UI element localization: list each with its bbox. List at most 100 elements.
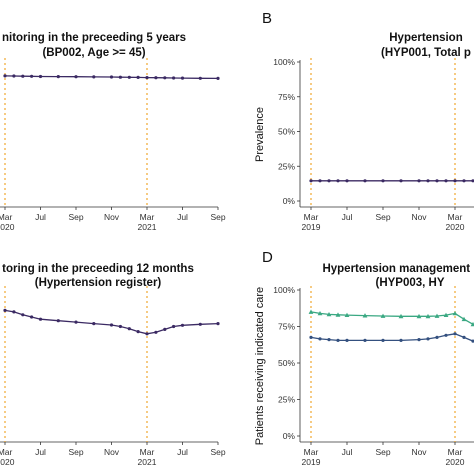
data-point [172,76,176,80]
x-tick-label: Nov [104,447,120,457]
data-point [444,179,448,183]
data-point [318,179,322,183]
data-point [12,310,16,314]
x-tick-label: Nov [104,212,120,222]
x-tick-label: Mar 2019 [302,447,321,467]
data-point [363,338,367,342]
data-point [326,311,332,317]
data-point [92,75,96,79]
y-axis-title: Patients receiving indicated care [254,287,266,445]
x-tick-label: Sep [375,447,390,457]
data-point [309,179,313,183]
data-point [309,335,313,339]
data-point [344,312,350,318]
x-tick-label: Jul [342,212,353,222]
data-point [56,319,60,323]
data-point [109,75,114,79]
data-point [154,76,158,80]
data-point [425,313,431,319]
panel-title-line-2: (HYP003, HY [375,277,444,289]
data-point [426,337,430,341]
data-point [3,74,7,78]
data-point [461,316,467,322]
panel-4: D Hypertension management in th (HYP003, H… [254,249,474,467]
series-line-1 [4,309,219,335]
data-point [145,76,149,80]
y-tick-label: 50% [278,358,295,368]
data-point [118,324,122,329]
x-tick-label: Jul [342,447,353,457]
data-point [136,330,140,334]
data-point [399,338,403,342]
series-line-2 [310,333,474,342]
data-point [471,179,474,183]
data-point [127,327,131,331]
data-point [30,315,34,319]
panel-letter: B [262,10,272,27]
data-point [363,179,367,183]
data-point [453,332,457,336]
data-point [345,338,349,342]
data-point [426,179,430,183]
x-tick-label: Sep [210,212,225,222]
y-tick-label: 0% [283,431,296,441]
data-point [362,313,368,318]
data-point [12,74,16,78]
data-point [21,74,25,78]
panel-title-line-2: (BP002, Age >= 45) [42,47,145,59]
data-point [127,75,131,79]
panel-title-line-1: Hypertension management in th [322,263,474,275]
data-point [21,313,25,317]
x-tick-label: Jul [177,212,188,222]
data-point [462,179,466,183]
data-point [327,338,331,342]
data-point [145,332,149,336]
data-point [198,76,202,80]
data-point [163,327,167,331]
data-point [154,330,158,334]
y-axis-title: Prevalence [254,107,266,162]
x-tick-label: Sep [375,212,390,222]
data-point [462,335,466,339]
data-point [381,338,385,342]
data-point [453,179,457,183]
data-point [308,309,314,314]
data-point [417,179,421,183]
series-line-1 [310,311,474,325]
data-point [434,313,440,318]
y-tick-label: 75% [278,92,295,102]
x-tick-label: Sep [210,447,225,457]
data-point [336,338,340,342]
x-tick-label: Jul [35,447,46,457]
data-point [30,74,34,78]
data-point [470,321,474,327]
y-tick-label: 0% [283,196,296,206]
y-tick-label: 50% [278,127,295,137]
panel-letter: D [262,249,273,266]
data-point [444,333,448,337]
panel-title-line-2: (Hypertension register) [35,277,162,289]
data-point [317,310,323,316]
x-tick-label: Mar 2021 [138,212,157,232]
y-tick-label: 100% [273,285,295,295]
x-tick-label: Jul [177,447,188,457]
data-point [38,317,43,321]
data-point [318,337,322,341]
data-point [74,320,78,324]
x-tick-label: Nov [411,212,427,222]
panel-title-line-1: Hypertension [389,32,463,44]
panel-2: B Hypertension (HYP001, Total p 0% 25% 50% 75%… [254,10,474,232]
data-point [198,322,202,326]
y-tick-label: 25% [278,395,295,405]
x-tick-label: Nov [411,447,427,457]
data-point [381,179,385,183]
data-point [3,308,7,312]
data-point [471,339,474,343]
data-point [216,76,220,80]
x-tick-label: Mar 2021 [138,447,157,467]
data-point [336,179,340,183]
